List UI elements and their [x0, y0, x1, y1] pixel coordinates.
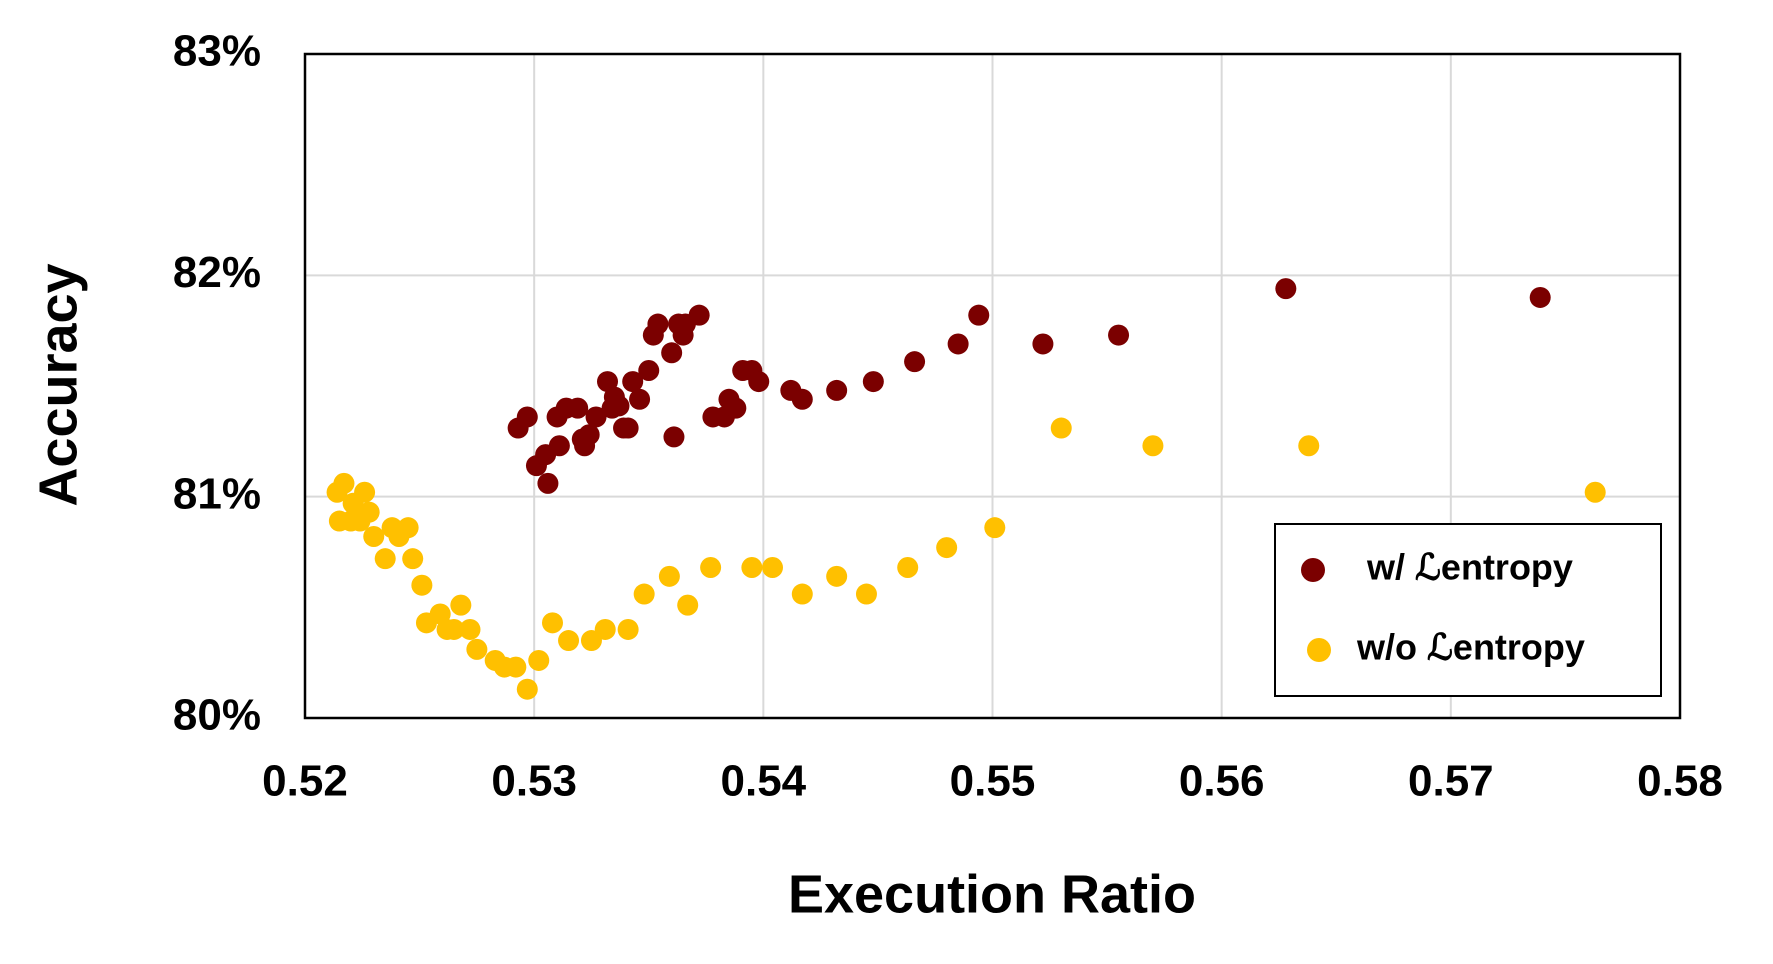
point — [363, 526, 385, 548]
point — [688, 304, 710, 326]
point — [663, 426, 685, 448]
x-tick-label: 0.56 — [1179, 757, 1265, 806]
point — [1529, 286, 1551, 308]
plot-frame — [303, 52, 1682, 720]
x-axis-title: Execution Ratio — [788, 864, 1196, 924]
point — [629, 388, 651, 410]
legend-marker — [1301, 558, 1325, 582]
y-tick-label: 83% — [173, 27, 261, 76]
legend-marker — [1307, 638, 1331, 662]
point — [862, 371, 884, 393]
point — [1275, 278, 1297, 300]
point — [617, 417, 639, 439]
point — [516, 678, 538, 700]
legend-box — [1274, 523, 1662, 697]
legend-label: w/ ℒentropy — [1366, 547, 1573, 588]
point — [411, 574, 433, 596]
point — [826, 379, 848, 401]
point — [466, 638, 488, 660]
point — [548, 435, 570, 457]
point — [567, 397, 589, 419]
point — [633, 583, 655, 605]
point — [904, 351, 926, 373]
legend-label: w/o ℒentropy — [1356, 627, 1585, 668]
point — [936, 537, 958, 559]
point — [516, 406, 538, 428]
point — [594, 618, 616, 640]
point — [542, 612, 563, 634]
y-tick-label: 82% — [173, 248, 261, 297]
point — [855, 583, 877, 605]
point — [354, 481, 376, 503]
point — [700, 556, 722, 578]
point — [585, 406, 607, 428]
x-tick-label: 0.52 — [262, 757, 348, 806]
point — [984, 517, 1006, 539]
point — [725, 397, 747, 419]
point — [741, 556, 763, 578]
point — [358, 501, 380, 523]
point — [968, 304, 990, 326]
point — [578, 424, 600, 446]
point — [558, 630, 580, 652]
point — [622, 371, 644, 393]
point — [897, 556, 919, 578]
point — [947, 333, 969, 355]
point — [1298, 435, 1320, 457]
point — [617, 618, 639, 640]
x-tick-label: 0.55 — [950, 757, 1036, 806]
point — [443, 618, 465, 640]
point — [826, 565, 848, 587]
x-tick-label: 0.53 — [491, 757, 577, 806]
point — [450, 594, 472, 616]
point — [677, 594, 699, 616]
point — [638, 360, 660, 382]
point — [1032, 333, 1054, 355]
point — [528, 649, 550, 671]
point — [459, 618, 481, 640]
y-axis-title: Accuracy — [28, 263, 88, 506]
point — [505, 656, 527, 678]
y-tick-label: 80% — [173, 691, 261, 740]
point — [748, 371, 770, 393]
point — [661, 342, 683, 364]
point — [374, 548, 396, 570]
point — [658, 565, 680, 587]
y-tick-label: 81% — [173, 469, 261, 518]
point — [397, 517, 419, 539]
point — [791, 388, 813, 410]
x-tick-label: 0.54 — [721, 757, 807, 806]
point — [1050, 417, 1072, 439]
x-tick-label: 0.58 — [1637, 757, 1723, 806]
point — [1142, 435, 1164, 457]
point — [1584, 481, 1606, 503]
point — [608, 395, 630, 417]
point — [537, 472, 559, 494]
x-tick-label: 0.57 — [1408, 757, 1494, 806]
point — [1108, 324, 1130, 346]
point — [647, 313, 669, 335]
point — [333, 472, 355, 494]
point — [402, 548, 424, 570]
point — [791, 583, 813, 605]
point — [762, 556, 783, 578]
